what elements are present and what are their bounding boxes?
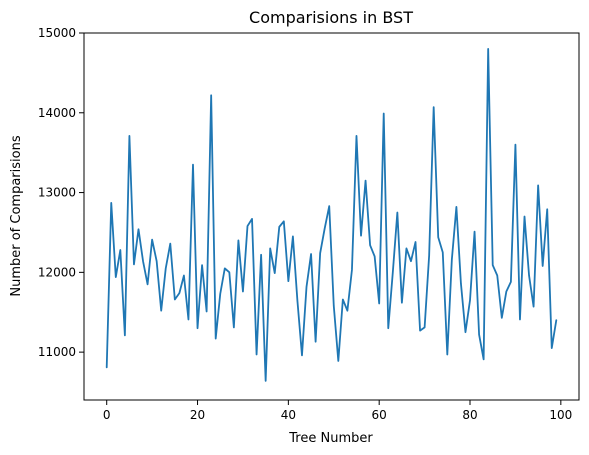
x-axis-ticks: 0 20 40 60 80 100 (103, 400, 572, 422)
y-tick-label: 12000 (38, 265, 76, 279)
series-line (105, 48, 558, 382)
x-tick-label: 80 (462, 408, 477, 422)
x-tick-label: 100 (549, 408, 572, 422)
y-tick-label: 14000 (38, 106, 76, 120)
y-tick-label: 13000 (38, 186, 76, 200)
x-tick-label: 40 (281, 408, 296, 422)
y-tick-label: 11000 (38, 345, 76, 359)
y-axis-label: Number of Comparisions (9, 135, 24, 296)
chart-title: Comparisions in BST (249, 8, 413, 27)
y-axis-ticks: 11000 12000 13000 14000 15000 (38, 26, 84, 359)
x-tick-label: 20 (190, 408, 205, 422)
x-tick-label: 60 (372, 408, 387, 422)
x-tick-label: 0 (103, 408, 111, 422)
plot-area-frame (83, 32, 580, 401)
x-axis-label: Tree Number (288, 431, 373, 446)
y-tick-label: 15000 (38, 26, 76, 40)
